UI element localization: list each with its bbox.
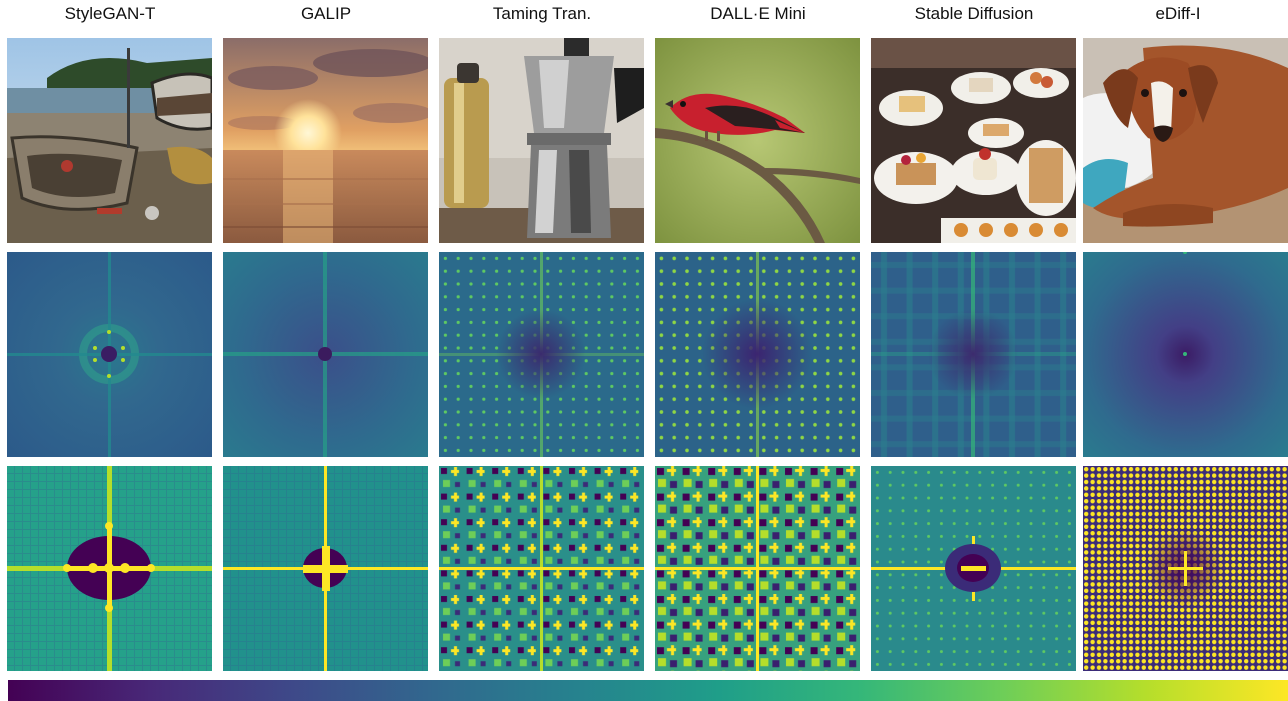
column-title-ediff-i: eDiff-I	[1155, 4, 1201, 23]
enhanced-spectrum-dalle-mini	[655, 466, 860, 671]
enhanced-spectrum-stable-diffusion	[871, 466, 1076, 671]
photo-red-bird-on-branch	[655, 38, 860, 243]
photo-dessert-table	[871, 38, 1076, 243]
photo-moka-pot	[439, 38, 644, 243]
enhanced-spectrum-ediff-i	[1083, 466, 1288, 671]
column-title-stable-diffusion: Stable Diffusion	[914, 4, 1034, 23]
column-title-taming-transformers: Taming Tran.	[492, 4, 592, 23]
spectrum-stylegan-t	[7, 252, 212, 457]
spectrum-ediff-i	[1083, 252, 1288, 457]
column-title-dalle-mini: DALL·E Mini	[710, 4, 806, 23]
column-title-stylegan-t: StyleGAN-T	[64, 4, 156, 23]
enhanced-spectrum-taming-transformers	[439, 466, 644, 671]
photo-dog-on-pillow	[1083, 38, 1288, 243]
colorbar	[8, 680, 1288, 701]
photo-sunset-over-sea	[223, 38, 428, 243]
column-title-galip: GALIP	[300, 4, 352, 23]
photo-boats-on-beach	[7, 38, 212, 243]
spectrum-galip	[223, 252, 428, 457]
spectrum-stable-diffusion	[871, 252, 1076, 457]
spectrum-taming-transformers	[439, 252, 644, 457]
spectrum-dalle-mini	[655, 252, 860, 457]
enhanced-spectrum-galip	[223, 466, 428, 671]
enhanced-spectrum-stylegan-t	[7, 466, 212, 671]
